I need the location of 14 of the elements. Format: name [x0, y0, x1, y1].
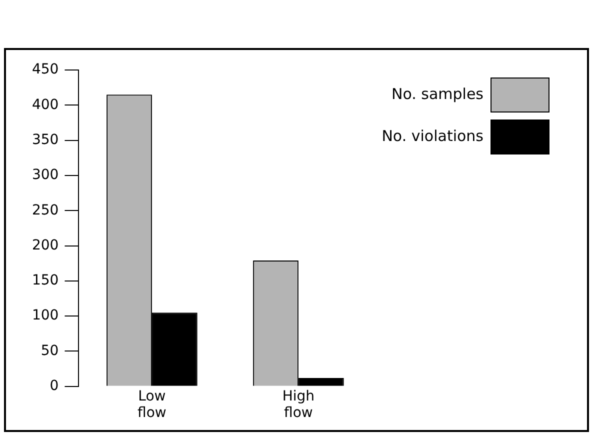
- y-tick-label: 350: [32, 132, 59, 148]
- y-tick-label: 50: [40, 342, 59, 359]
- y-tick-label: 450: [32, 62, 59, 78]
- y-tick-label: 100: [32, 308, 59, 324]
- y-tick-label: 400: [32, 96, 59, 113]
- y-tick-label: 250: [32, 202, 59, 218]
- legend-label: No. samples: [391, 84, 484, 103]
- x-tick-label: Low flow: [138, 388, 166, 422]
- y-tick-label: 200: [32, 237, 59, 254]
- x-tick-label: High flow: [282, 388, 315, 422]
- y-tick-label: 0: [50, 378, 59, 394]
- legend-label: No. violations: [382, 126, 484, 145]
- y-tick-label: 150: [32, 272, 59, 289]
- y-tick-label: 300: [32, 167, 59, 184]
